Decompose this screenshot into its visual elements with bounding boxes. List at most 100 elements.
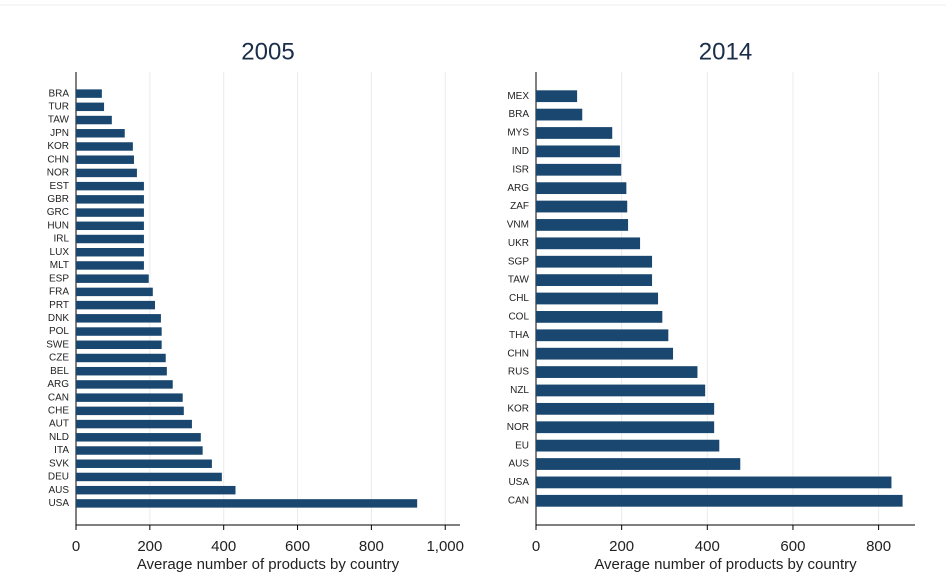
y-tick-label: FRA — [49, 287, 69, 298]
x-tick-label: 0 — [72, 538, 80, 555]
y-tick-label: THA — [509, 330, 529, 341]
y-tick-label: LUX — [50, 247, 70, 258]
y-tick-label: NOR — [507, 422, 529, 433]
y-tick-label: EST — [50, 181, 69, 192]
bar — [76, 380, 173, 389]
bar — [76, 102, 105, 112]
bar — [536, 237, 641, 250]
y-tick-label: VNM — [507, 220, 529, 231]
y-tick-label: KOR — [47, 141, 69, 152]
bar — [76, 327, 162, 336]
bar — [536, 329, 669, 342]
y-tick-label: NOR — [47, 168, 69, 179]
bar — [536, 476, 892, 489]
y-tick-label: SGP — [508, 256, 529, 267]
y-tick-label: COL — [508, 312, 529, 323]
bar — [76, 274, 149, 283]
chart-title: 2014 — [699, 38, 752, 65]
x-axis-label: Average number of products by country — [137, 556, 400, 573]
y-tick-label: MYS — [507, 128, 529, 139]
bar — [536, 402, 715, 415]
bar — [76, 181, 144, 191]
y-tick-label: BRA — [48, 88, 69, 99]
y-tick-label: BRA — [508, 109, 529, 120]
x-tick-label: 1,000 — [426, 538, 464, 555]
bar — [76, 300, 156, 310]
y-tick-label: GBR — [47, 194, 69, 205]
bar — [76, 261, 144, 270]
y-tick-label: BEL — [50, 366, 69, 377]
y-tick-label: CAN — [508, 495, 529, 506]
y-tick-label: NLD — [49, 432, 69, 443]
y-tick-label: DEU — [48, 472, 69, 483]
bar — [76, 366, 167, 376]
y-tick-label: USA — [508, 477, 529, 488]
y-tick-label: AUT — [49, 419, 69, 430]
bar — [536, 108, 583, 121]
bar — [76, 115, 112, 125]
y-tick-label: RUS — [508, 367, 529, 378]
y-tick-label: JPN — [50, 128, 69, 139]
bar — [536, 255, 653, 268]
x-tick-label: 0 — [532, 538, 540, 555]
y-tick-label: TUR — [48, 101, 69, 112]
y-tick-label: ARG — [47, 379, 69, 390]
x-tick-label: 400 — [211, 538, 236, 555]
bar — [76, 433, 201, 442]
x-tick-label: 800 — [866, 538, 891, 555]
bar — [76, 248, 144, 257]
y-tick-label: IND — [512, 146, 529, 157]
bar — [76, 287, 153, 297]
bar — [536, 366, 698, 378]
bar — [76, 221, 144, 231]
bar — [536, 494, 903, 507]
y-tick-label: CAN — [48, 392, 69, 403]
bar — [76, 353, 166, 363]
x-tick-label: 200 — [609, 538, 634, 555]
bar — [76, 340, 162, 349]
bar — [76, 89, 102, 98]
bar — [76, 208, 144, 217]
bar — [536, 90, 578, 103]
bar — [76, 155, 134, 164]
bar — [536, 127, 613, 139]
bar — [536, 200, 628, 213]
bar — [536, 439, 720, 452]
y-tick-label: IRL — [53, 234, 69, 245]
y-tick-label: CHL — [509, 293, 529, 304]
bar — [76, 406, 184, 416]
y-tick-label: NZL — [510, 385, 529, 396]
bar — [536, 182, 627, 195]
bar — [536, 458, 741, 470]
y-tick-label: ZAF — [510, 201, 529, 212]
bar — [76, 142, 133, 151]
y-tick-label: DNK — [48, 313, 69, 324]
bar — [536, 274, 653, 286]
y-tick-label: USA — [48, 498, 69, 509]
bar — [76, 314, 161, 323]
y-tick-label: AUS — [508, 459, 529, 470]
y-tick-label: MEX — [507, 91, 529, 102]
y-tick-label: UKR — [508, 238, 529, 249]
bar — [76, 472, 222, 482]
bar — [76, 393, 183, 402]
bar — [76, 485, 236, 495]
bar — [76, 129, 125, 138]
y-tick-label: PRT — [49, 300, 69, 311]
x-axis-label: Average number of products by country — [594, 556, 857, 573]
bar — [76, 446, 203, 455]
y-tick-label: CHN — [507, 348, 529, 359]
bar — [76, 459, 212, 468]
y-tick-label: AUS — [48, 485, 69, 496]
bar — [76, 419, 192, 429]
bar — [76, 195, 144, 204]
y-tick-label: POL — [49, 326, 69, 337]
x-tick-label: 600 — [285, 538, 310, 555]
y-tick-label: MLT — [50, 260, 69, 271]
x-tick-label: 600 — [780, 538, 805, 555]
bar — [536, 219, 629, 231]
y-tick-label: ARG — [507, 183, 529, 194]
x-tick-label: 200 — [137, 538, 162, 555]
bar — [536, 347, 674, 360]
